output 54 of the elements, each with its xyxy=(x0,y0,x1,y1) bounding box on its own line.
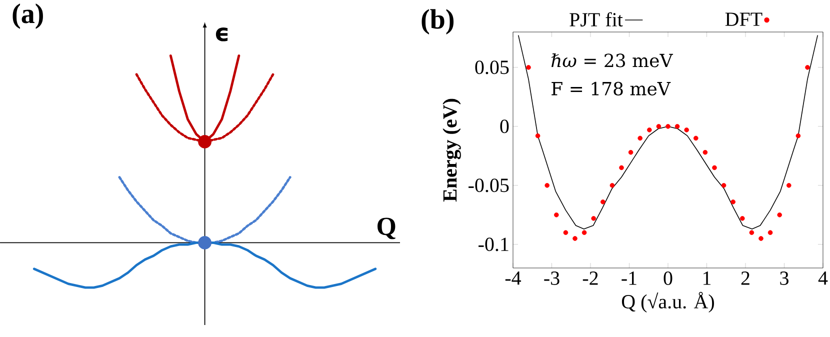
point xyxy=(656,124,662,129)
point xyxy=(712,165,717,170)
point xyxy=(535,133,540,138)
x-tick-label: 2 xyxy=(741,272,750,285)
point xyxy=(554,212,559,218)
x-tick-label: 3 xyxy=(780,272,788,285)
annotation: ℏω = 23 meV xyxy=(551,53,674,68)
point xyxy=(730,200,736,204)
point xyxy=(619,165,624,170)
annotation: F = 178 meV xyxy=(552,82,671,96)
point xyxy=(805,64,810,70)
point xyxy=(572,236,578,241)
point xyxy=(610,182,615,188)
point xyxy=(674,124,680,129)
chart-title: (a) xyxy=(12,4,43,29)
y-axis-title: Energy (eV) xyxy=(442,98,461,202)
point xyxy=(591,216,596,221)
point xyxy=(646,128,652,132)
point xyxy=(740,216,745,221)
point xyxy=(600,200,606,204)
point xyxy=(582,230,587,235)
chart-title: (b) xyxy=(422,9,454,34)
point xyxy=(786,182,792,188)
point xyxy=(628,150,634,155)
point xyxy=(702,150,708,155)
point xyxy=(693,136,698,141)
legend-label: DFT xyxy=(725,12,762,26)
point xyxy=(638,136,642,141)
x-tick-label: 4 xyxy=(818,272,828,285)
x-tick-label: -4 xyxy=(505,272,522,285)
legend-label: PJT fit xyxy=(570,12,623,26)
point xyxy=(768,230,773,235)
x-axis-title: Q xyxy=(378,218,396,240)
x-tick-label: -1 xyxy=(622,272,636,285)
x-tick-label: 1 xyxy=(704,272,711,285)
point xyxy=(758,236,764,241)
x-tick-label: 0 xyxy=(664,272,672,286)
point xyxy=(666,124,670,129)
point xyxy=(544,182,550,188)
y-axis-title: ϵ xyxy=(216,28,228,42)
point xyxy=(526,64,531,70)
y-tick-label: 0 xyxy=(500,120,509,134)
point xyxy=(749,230,754,235)
point xyxy=(563,230,568,235)
x-tick-label: -2 xyxy=(582,272,598,285)
point xyxy=(721,182,726,188)
y-tick-label: -0.1 xyxy=(478,238,508,252)
x-tick-label: -3 xyxy=(544,272,560,285)
point xyxy=(796,133,801,138)
y-tick-label: 0.05 xyxy=(475,60,509,74)
point xyxy=(684,128,689,132)
point xyxy=(777,212,782,218)
y-tick-label: -0.05 xyxy=(468,178,509,192)
x-axis-title: Q (√a.u. Å) xyxy=(622,292,714,313)
